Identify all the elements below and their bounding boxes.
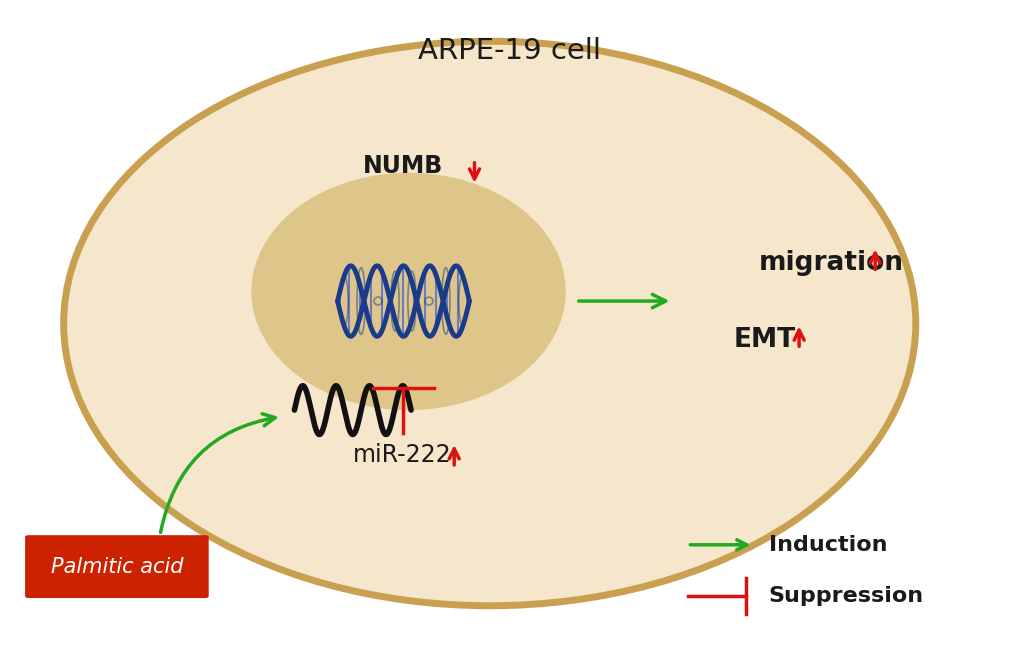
Text: NUMB: NUMB xyxy=(363,155,442,179)
Text: ARPE-19 cell: ARPE-19 cell xyxy=(418,37,601,65)
Text: migration: migration xyxy=(758,250,903,276)
Text: miR-222: miR-222 xyxy=(353,443,451,467)
Ellipse shape xyxy=(63,41,915,606)
Text: Suppression: Suppression xyxy=(768,586,923,606)
Ellipse shape xyxy=(251,173,566,410)
Text: Induction: Induction xyxy=(768,535,887,554)
Text: EMT: EMT xyxy=(733,327,795,353)
FancyBboxPatch shape xyxy=(25,535,209,598)
FancyArrowPatch shape xyxy=(160,413,275,532)
Text: Palmitic acid: Palmitic acid xyxy=(51,556,183,576)
